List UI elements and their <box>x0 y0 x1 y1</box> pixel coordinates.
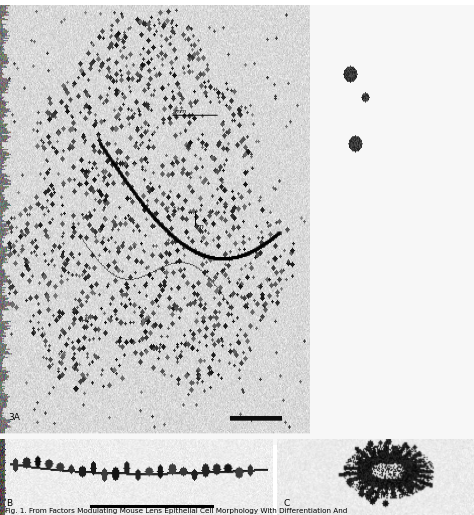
Text: mm: mm <box>175 109 187 114</box>
Text: 3A: 3A <box>8 413 20 422</box>
Text: C: C <box>283 499 290 508</box>
Text: B: B <box>6 499 12 508</box>
Text: m: m <box>197 224 204 230</box>
Text: Fig. 1. From Factors Modulating Mouse Lens Epithelial Cell Morphology With Diffe: Fig. 1. From Factors Modulating Mouse Le… <box>5 508 347 514</box>
